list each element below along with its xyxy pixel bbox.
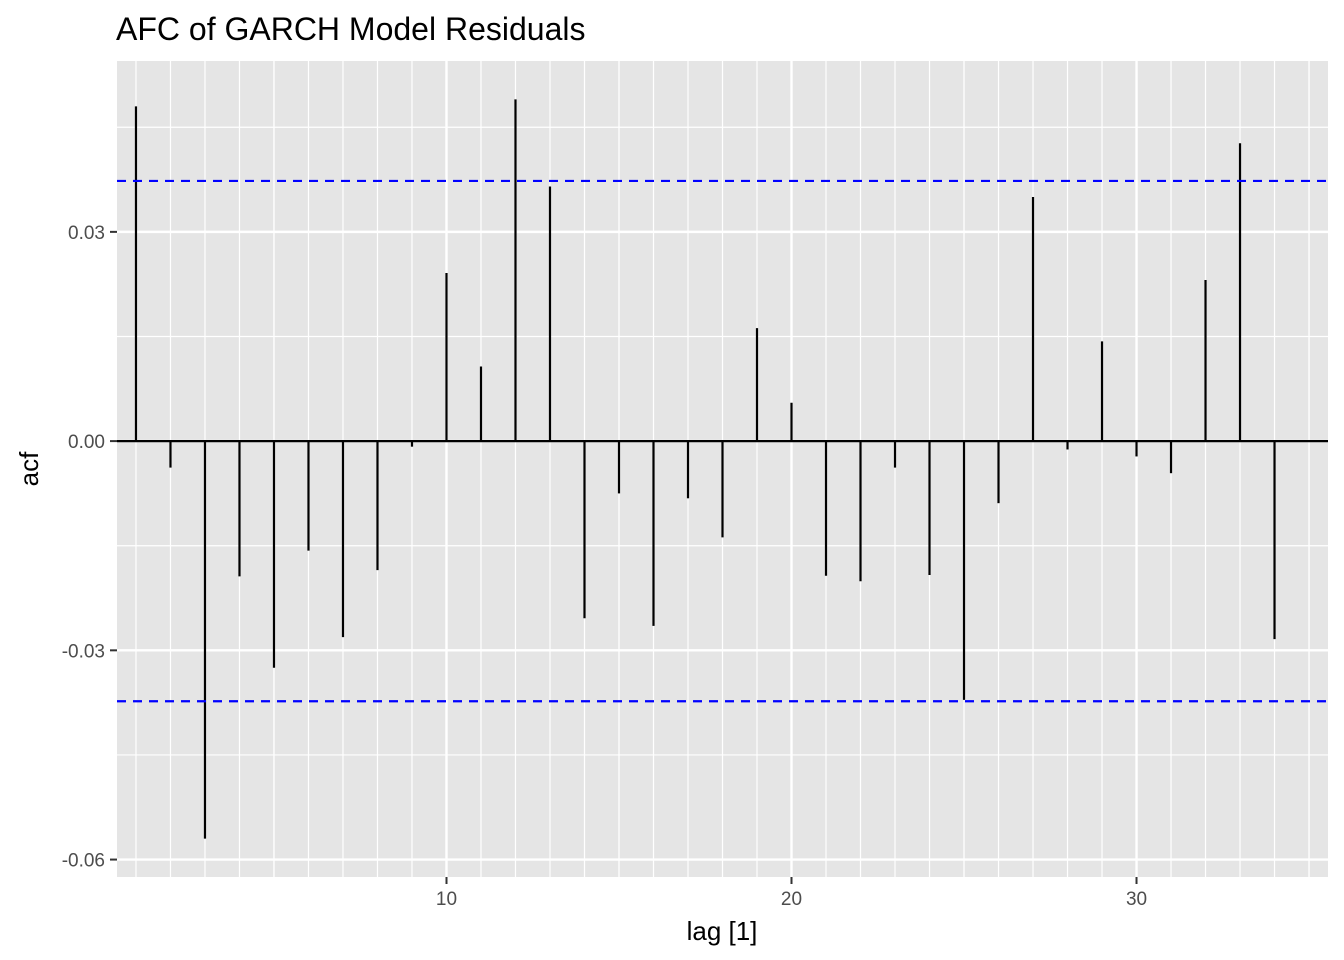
y-axis-title: acf [14, 451, 44, 486]
x-axis-title: lag [1] [687, 916, 758, 946]
acf-bars [134, 99, 1276, 839]
y-tick-label: -0.06 [62, 851, 105, 872]
x-axis: 10 20 30 [436, 877, 1147, 910]
y-tick-label: 0.00 [68, 432, 105, 453]
chart-title: AFC of GARCH Model Residuals [116, 11, 585, 47]
x-tick-label: 20 [781, 889, 802, 910]
y-tick-label: 0.03 [68, 223, 105, 244]
x-tick-label: 10 [436, 889, 457, 910]
x-tick-label: 30 [1126, 889, 1147, 910]
y-axis: -0.06 -0.03 0.00 0.03 [62, 223, 117, 872]
y-tick-label: -0.03 [62, 641, 105, 662]
